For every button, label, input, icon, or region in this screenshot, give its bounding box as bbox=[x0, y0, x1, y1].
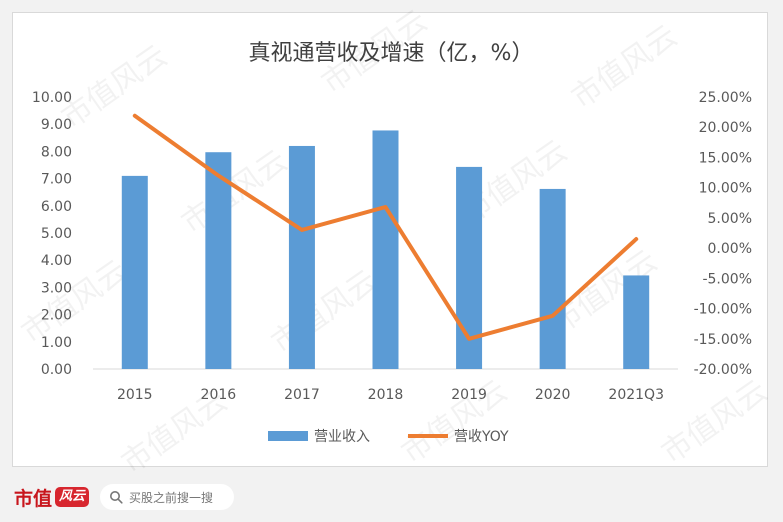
line-yoy-point bbox=[134, 115, 136, 117]
y-right-tick-label: 15.00% bbox=[699, 150, 752, 166]
y-left-tick-label: 10.00 bbox=[32, 90, 72, 106]
y-right-tick-label: 10.00% bbox=[699, 181, 752, 197]
x-tick-label: 2021Q3 bbox=[608, 387, 664, 403]
y-left-tick-label: 3.00 bbox=[41, 280, 72, 296]
legend-swatch-revenue bbox=[268, 431, 308, 441]
x-tick-label: 2019 bbox=[451, 387, 487, 403]
search-placeholder: 买股之前搜一搜 bbox=[129, 490, 214, 505]
x-tick-label: 2016 bbox=[201, 387, 237, 403]
y-right-tick-label: 20.00% bbox=[699, 120, 752, 136]
x-tick-label: 2017 bbox=[284, 387, 320, 403]
line-yoy-point bbox=[217, 175, 219, 177]
y-left-tick-label: 8.00 bbox=[41, 144, 72, 160]
bar-revenue bbox=[288, 145, 315, 369]
legend-label-yoy: 营收YOY bbox=[454, 429, 509, 445]
y-right-tick-label: -20.00% bbox=[694, 362, 752, 378]
brand-text: 市值 bbox=[14, 487, 53, 510]
y-right-tick-label: 5.00% bbox=[708, 211, 752, 227]
y-left-tick-label: 7.00 bbox=[41, 172, 72, 188]
y-left-tick-label: 2.00 bbox=[41, 308, 72, 324]
watermark-text: 市值风云 bbox=[15, 253, 133, 350]
watermark-text: 市值风云 bbox=[265, 263, 383, 360]
bar-revenue bbox=[539, 188, 566, 369]
x-tick-label: 2015 bbox=[117, 387, 153, 403]
x-tick-label: 2020 bbox=[535, 387, 571, 403]
y-right-tick-label: -15.00% bbox=[694, 332, 752, 348]
y-left-tick-label: 4.00 bbox=[41, 253, 72, 269]
search-box[interactable]: 买股之前搜一搜 bbox=[100, 484, 234, 510]
y-right-tick-label: 25.00% bbox=[699, 90, 752, 106]
y-right-tick-label: -10.00% bbox=[694, 302, 752, 318]
watermark-text: 市值风云 bbox=[55, 38, 173, 135]
bar-revenue bbox=[205, 152, 232, 369]
chart-title: 真视通营收及增速（亿，%） bbox=[249, 41, 534, 66]
x-tick-label: 2018 bbox=[368, 387, 404, 403]
brand-mark: 风云 bbox=[55, 487, 90, 507]
y-left-tick-label: 9.00 bbox=[41, 117, 72, 133]
y-right-tick-label: 0.00% bbox=[708, 241, 752, 257]
bar-revenue bbox=[372, 130, 399, 369]
line-yoy-point bbox=[552, 315, 554, 317]
y-left-tick-label: 5.00 bbox=[41, 226, 72, 242]
y-left-tick-label: 1.00 bbox=[41, 335, 72, 351]
y-left-tick-label: 0.00 bbox=[41, 362, 72, 378]
search-icon bbox=[110, 491, 123, 504]
line-yoy-point bbox=[468, 338, 470, 340]
line-yoy-point bbox=[635, 238, 637, 240]
watermark-text: 市值风云 bbox=[655, 373, 773, 470]
footer: 市值 风云 买股之前搜一搜 bbox=[0, 472, 783, 522]
line-yoy-point bbox=[385, 206, 386, 208]
legend-label-revenue: 营业收入 bbox=[314, 429, 370, 445]
brand-logo[interactable]: 市值 风云 bbox=[14, 485, 90, 510]
y-left-tick-label: 6.00 bbox=[41, 199, 72, 215]
y-right-tick-label: -5.00% bbox=[702, 271, 752, 287]
line-yoy-point bbox=[301, 229, 303, 231]
bar-revenue bbox=[623, 275, 650, 369]
bar-revenue bbox=[121, 175, 148, 369]
watermark-text: 市值风云 bbox=[565, 18, 683, 115]
